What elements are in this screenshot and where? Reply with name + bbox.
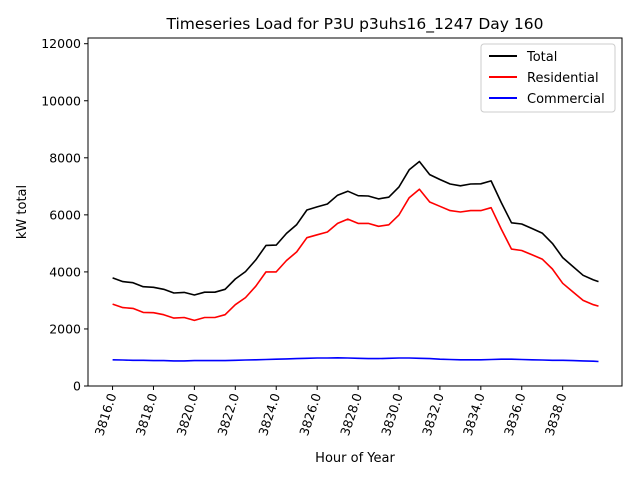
x-tick-label: 3820.0 xyxy=(173,391,201,437)
chart-title: Timeseries Load for P3U p3uhs16_1247 Day… xyxy=(166,15,544,34)
y-tick-label: 6000 xyxy=(49,207,81,222)
legend-label-commercial: Commercial xyxy=(527,92,605,107)
series-layer xyxy=(112,160,599,363)
x-tick-label: 3834.0 xyxy=(460,391,488,437)
x-tick-label: 3838.0 xyxy=(542,391,570,437)
x-tick-label: 3822.0 xyxy=(214,391,242,437)
legend: Total Residential Commercial xyxy=(480,43,616,113)
y-tick-label: 10000 xyxy=(41,93,81,108)
y-tick-label: 4000 xyxy=(49,264,81,279)
x-tick-label: 3830.0 xyxy=(378,391,406,437)
y-tick-label: 12000 xyxy=(41,36,81,51)
x-tick-label: 3826.0 xyxy=(296,391,324,437)
x-tick-label: 3828.0 xyxy=(337,391,365,437)
x-tick-label: 3824.0 xyxy=(255,391,283,437)
series-line-total xyxy=(112,160,599,296)
legend-label-residential: Residential xyxy=(527,71,599,86)
series-line-residential xyxy=(112,188,599,322)
y-axis-label: kW total xyxy=(15,185,30,239)
plot-frame xyxy=(87,37,623,387)
x-tick-label: 3836.0 xyxy=(501,391,529,437)
x-axis-label: Hour of Year xyxy=(315,451,395,466)
series-line-commercial xyxy=(112,356,599,363)
y-tick-label: 2000 xyxy=(49,321,81,336)
x-tick-label: 3818.0 xyxy=(133,391,161,437)
x-tick-label: 3832.0 xyxy=(419,391,447,437)
legend-box xyxy=(480,43,616,113)
x-tick-label: 3816.0 xyxy=(92,391,120,437)
y-tick-label: 0 xyxy=(73,379,81,394)
y-tick-label: 8000 xyxy=(49,150,81,165)
legend-label-total: Total xyxy=(526,50,557,65)
